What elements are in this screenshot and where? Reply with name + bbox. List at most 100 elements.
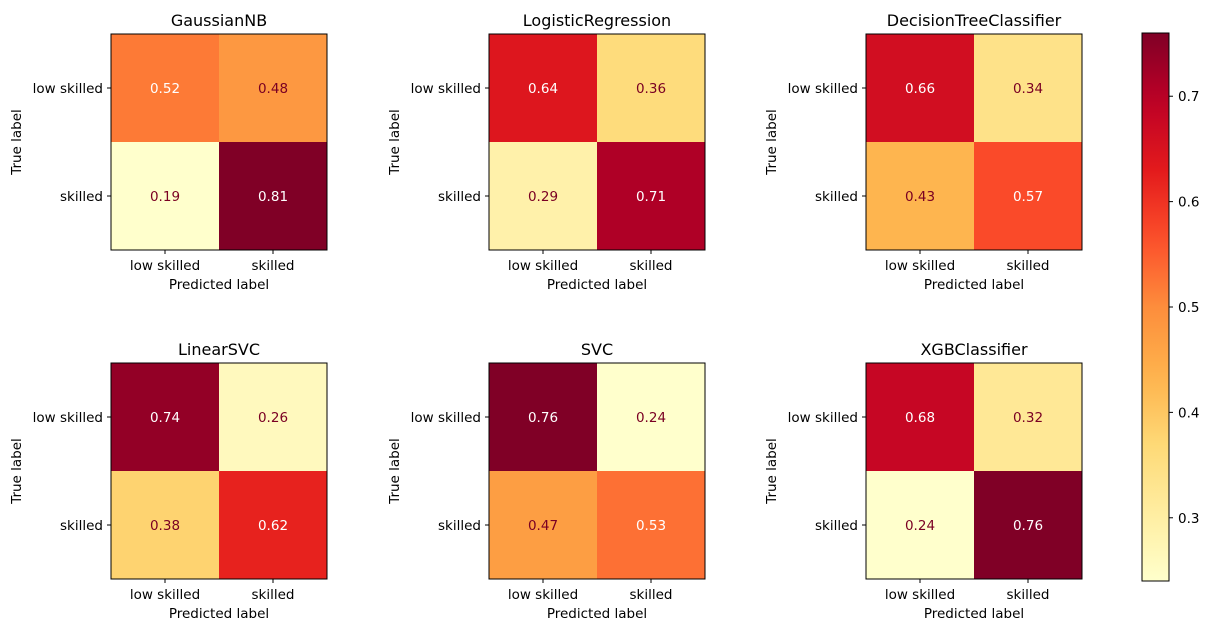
cell-value: 0.76 [1013,518,1043,534]
confusion-matrix-linearsvc: LinearSVC 0.74 0.26 0.38 0.62 low skilled skil… [9,340,328,621]
matrix-cell [219,142,327,250]
x-tick-label: skilled [252,258,295,274]
colorbar-tick-label: 0.4 [1178,405,1199,421]
matrix-cell [866,363,974,471]
cell-value: 0.24 [636,410,666,426]
matrix-cell [597,363,705,471]
y-tick-label: low skilled [33,81,103,97]
matrix-cell [219,471,327,579]
y-tick-label: low skilled [788,81,858,97]
matrix-cell [111,142,219,250]
x-tick-label: low skilled [508,258,578,274]
cell-value: 0.57 [1013,189,1043,205]
matrix-cell [489,34,597,142]
colorbar: 0.3 0.4 0.5 0.6 0.7 [1141,32,1199,582]
matrix-cell [489,363,597,471]
x-tick-label: skilled [1007,258,1050,274]
matrix-title: DecisionTreeClassifier [887,11,1062,30]
confusion-matrix-xgbclassifier: XGBClassifier 0.68 0.32 0.24 0.76 low skilled… [764,340,1083,621]
matrix-title: LogisticRegression [523,11,671,30]
cell-value: 0.62 [258,518,288,534]
matrix-cell [866,34,974,142]
matrix-title: LinearSVC [178,340,260,359]
matrix-cell [219,363,327,471]
matrix-cell [974,142,1082,250]
confusion-matrix-gaussiannb: GaussianNB 0.52 0.48 0.19 0.81 low skilled ski… [9,11,328,293]
x-tick-label: low skilled [130,258,200,274]
cell-value: 0.66 [905,81,935,97]
x-axis-label: Predicted label [924,277,1024,293]
matrix-frame [110,362,328,580]
cell-value: 0.29 [528,189,558,205]
colorbar-bar [1141,32,1170,582]
y-axis-label: True label [9,438,25,505]
confusion-matrix-decisiontreeclassifier: DecisionTreeClassifier 0.66 0.34 0.43 0.57 lo… [764,11,1083,293]
matrix-cell [866,471,974,579]
y-tick-label: skilled [815,189,858,205]
confusion-matrix-logisticregression: LogisticRegression 0.64 0.36 0.29 0.71 low sk… [387,11,706,293]
matrix-cell [974,363,1082,471]
y-tick-label: skilled [60,189,103,205]
x-axis-label: Predicted label [547,277,647,293]
x-axis-label: Predicted label [547,606,647,621]
cell-value: 0.68 [905,410,935,426]
matrix-cell [974,34,1082,142]
y-tick-label: skilled [438,518,481,534]
confusion-matrix-svc: SVC 0.76 0.24 0.47 0.53 low skilled skilled low… [387,340,706,621]
y-tick-label: skilled [60,518,103,534]
y-tick-label: low skilled [411,81,481,97]
matrix-title: GaussianNB [171,11,267,30]
matrix-frame [865,362,1083,580]
matrix-cell [597,471,705,579]
matrix-cell [219,34,327,142]
x-tick-label: skilled [1007,587,1050,603]
matrix-frame [865,33,1083,251]
cell-value: 0.26 [258,410,288,426]
y-axis-label: True label [387,109,403,176]
x-tick-label: low skilled [885,258,955,274]
x-axis-label: Predicted label [169,277,269,293]
matrix-cell [597,34,705,142]
cell-value: 0.71 [636,189,666,205]
y-axis-label: True label [387,438,403,505]
cell-value: 0.24 [905,518,935,534]
colorbar-tick-label: 0.5 [1178,300,1199,316]
x-tick-label: low skilled [130,587,200,603]
matrix-cell [866,142,974,250]
cell-value: 0.74 [150,410,180,426]
matrix-cell [974,471,1082,579]
y-tick-label: skilled [815,518,858,534]
cell-value: 0.34 [1013,81,1043,97]
x-axis-label: Predicted label [924,606,1024,621]
matrix-cell [111,471,219,579]
x-tick-label: skilled [252,587,295,603]
cell-value: 0.76 [528,410,558,426]
cell-value: 0.32 [1013,410,1043,426]
cell-value: 0.48 [258,81,288,97]
y-tick-label: low skilled [411,410,481,426]
colorbar-tick-label: 0.7 [1178,89,1199,105]
y-axis-label: True label [764,109,780,176]
cell-value: 0.52 [150,81,180,97]
y-tick-label: low skilled [33,410,103,426]
colorbar-tick-label: 0.3 [1178,511,1199,527]
matrix-cell [489,471,597,579]
colorbar-tick-label: 0.6 [1178,195,1199,211]
matrix-cell [597,142,705,250]
matrix-frame [110,33,328,251]
y-tick-label: low skilled [788,410,858,426]
cell-value: 0.38 [150,518,180,534]
x-tick-label: low skilled [885,587,955,603]
x-axis-label: Predicted label [169,606,269,621]
cell-value: 0.64 [528,81,558,97]
matrix-title: XGBClassifier [920,340,1028,359]
cell-value: 0.43 [905,189,935,205]
cell-value: 0.53 [636,518,666,534]
y-axis-label: True label [9,109,25,176]
matrix-frame [488,362,706,580]
cell-value: 0.47 [528,518,558,534]
cell-value: 0.19 [150,189,180,205]
matrix-cell [111,363,219,471]
matrix-cell [489,142,597,250]
